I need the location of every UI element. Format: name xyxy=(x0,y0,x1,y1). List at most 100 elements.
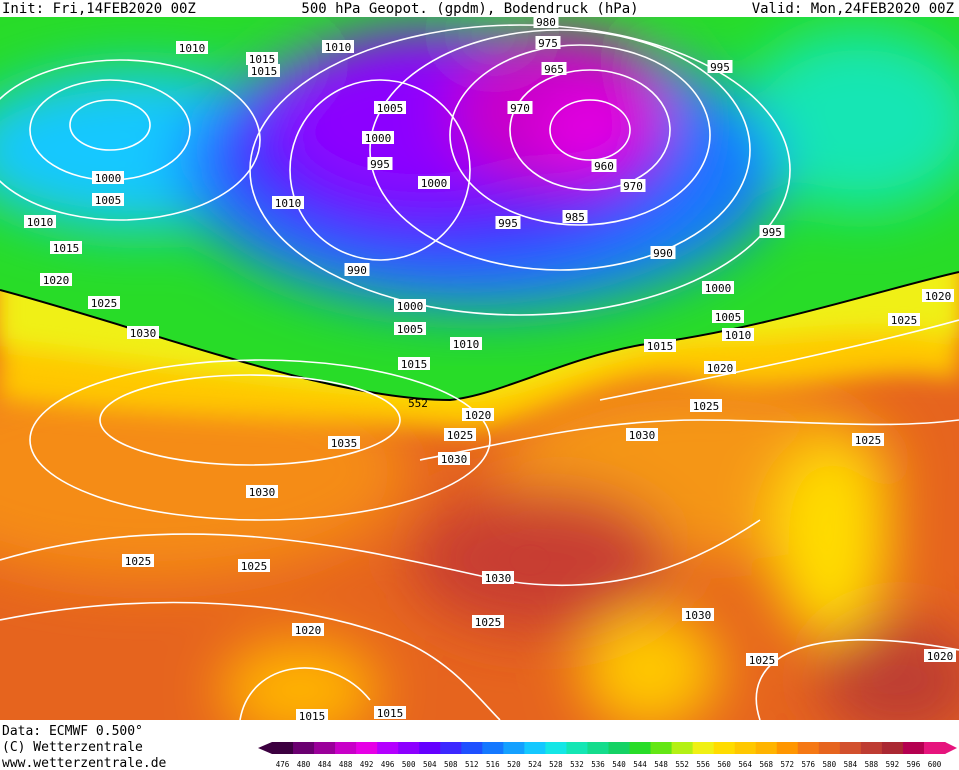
isobar-label: 1035 xyxy=(331,437,358,450)
isobar-label-box xyxy=(462,408,494,421)
legend-swatch xyxy=(671,742,694,754)
legend-swatch xyxy=(587,742,609,754)
isobar-label: 1020 xyxy=(925,290,952,303)
legend-swatch xyxy=(650,742,673,754)
isobar-label-box xyxy=(394,299,426,312)
isobar-label: 1010 xyxy=(179,42,206,55)
isobar-label-box xyxy=(472,615,504,628)
isobar-label: 990 xyxy=(347,264,367,277)
isobar-label: 1030 xyxy=(441,453,468,466)
legend-swatch xyxy=(860,742,883,754)
isobar-label-box xyxy=(482,571,514,584)
isobar-label-box xyxy=(238,559,270,572)
isobar-label-box xyxy=(722,328,754,341)
isobar-label-box xyxy=(322,40,354,53)
legend-swatch xyxy=(461,742,483,754)
isobar-label: 1025 xyxy=(475,616,502,629)
legend-label: 524 xyxy=(528,760,542,769)
legend-swatch xyxy=(419,742,441,754)
isobar-label: 1005 xyxy=(397,323,424,336)
isobar-label-box xyxy=(533,15,559,28)
isobar-label: 1000 xyxy=(705,282,732,295)
legend-swatch xyxy=(881,742,904,754)
legend-swatch xyxy=(608,742,631,754)
isobar-label: 995 xyxy=(762,226,782,239)
legend-swatch xyxy=(377,742,399,754)
isobar-label-box xyxy=(626,428,658,441)
legend-label: 500 xyxy=(402,760,416,769)
map-field xyxy=(0,17,959,720)
isobar-label: 1025 xyxy=(891,314,918,327)
isobar-label: 970 xyxy=(623,180,643,193)
isobar-label-box xyxy=(650,246,676,259)
init-time: Init: Fri,14FEB2020 00Z xyxy=(2,1,196,17)
isobar-label-box xyxy=(704,361,736,374)
legend-label: 536 xyxy=(591,760,605,769)
isobar-label-box xyxy=(759,225,785,238)
legend-label: 540 xyxy=(612,760,626,769)
legend-label: 484 xyxy=(318,760,332,769)
isobar-label-box xyxy=(248,64,280,77)
isobar-label-box xyxy=(272,196,304,209)
legend-label: 600 xyxy=(928,760,942,769)
legend-swatch xyxy=(692,742,715,754)
isobar-label: 1015 xyxy=(53,242,80,255)
isobar-label-box xyxy=(362,131,394,144)
legend-swatch xyxy=(524,742,546,754)
isobar-label: 1025 xyxy=(447,429,474,442)
map-title: 500 hPa Geopot. (gpdm), Bodendruck (hPa) xyxy=(301,1,638,17)
isobar-label-box xyxy=(418,176,450,189)
isobar-label: 1025 xyxy=(855,434,882,447)
legend-label: 476 xyxy=(276,760,290,769)
isobar-label: 1010 xyxy=(453,338,480,351)
isobar-label: 1020 xyxy=(43,274,70,287)
legend-label: 516 xyxy=(486,760,500,769)
isobar-label-box xyxy=(712,310,744,323)
isobar-label: 960 xyxy=(594,160,614,173)
isobar-label: 1000 xyxy=(397,300,424,313)
isobar-label-box xyxy=(92,193,124,206)
isobar-label-box xyxy=(620,179,646,192)
isobar-label-box xyxy=(707,60,733,73)
legend-label: 592 xyxy=(886,760,900,769)
isobar-label: 1005 xyxy=(715,311,742,324)
isobar-label-box xyxy=(122,554,154,567)
isobar-label: 1020 xyxy=(465,409,492,422)
isobar-label-box xyxy=(127,326,159,339)
isobar-label-box xyxy=(344,263,370,276)
isobar-label-box xyxy=(88,296,120,309)
isobar-label: 552 xyxy=(408,397,428,410)
legend-label: 552 xyxy=(675,760,689,769)
isobar-label: 975 xyxy=(538,37,558,50)
isobar-label-box xyxy=(507,101,533,114)
legend-label: 596 xyxy=(907,760,921,769)
legend-label: 580 xyxy=(823,760,837,769)
isobar-label: 980 xyxy=(536,16,556,29)
isobar-label: 965 xyxy=(544,63,564,76)
legend-label: 576 xyxy=(802,760,816,769)
isobar-label: 1025 xyxy=(125,555,152,568)
legend-label: 564 xyxy=(738,760,752,769)
isobar-label-box xyxy=(888,313,920,326)
isobar-labels: 1010 1015 1015 1010 980 975 965 995 1005 1000 995 1… xyxy=(24,15,956,723)
isobar-label: 1020 xyxy=(927,650,954,663)
legend-swatch xyxy=(902,742,925,754)
isobar-label-box xyxy=(852,433,884,446)
legend-swatch xyxy=(272,742,294,754)
isobar-label: 1015 xyxy=(647,340,674,353)
isobar-label-box xyxy=(562,210,588,223)
isobar-label: 1010 xyxy=(275,197,302,210)
isobar-label: 1030 xyxy=(629,429,656,442)
legend-swatch xyxy=(818,742,841,754)
isobar-label-box xyxy=(450,337,482,350)
isobar-label: 1020 xyxy=(707,362,734,375)
isobar-label: 995 xyxy=(498,217,518,230)
isobar-label: 990 xyxy=(653,247,673,260)
isobar-label-box xyxy=(246,52,278,65)
isobar-label-box xyxy=(495,216,521,229)
isobar-label: 1000 xyxy=(421,177,448,190)
isobar-label: 1005 xyxy=(95,194,122,207)
isobar-label: 1020 xyxy=(295,624,322,637)
website: www.wetterzentrale.de xyxy=(2,756,167,770)
